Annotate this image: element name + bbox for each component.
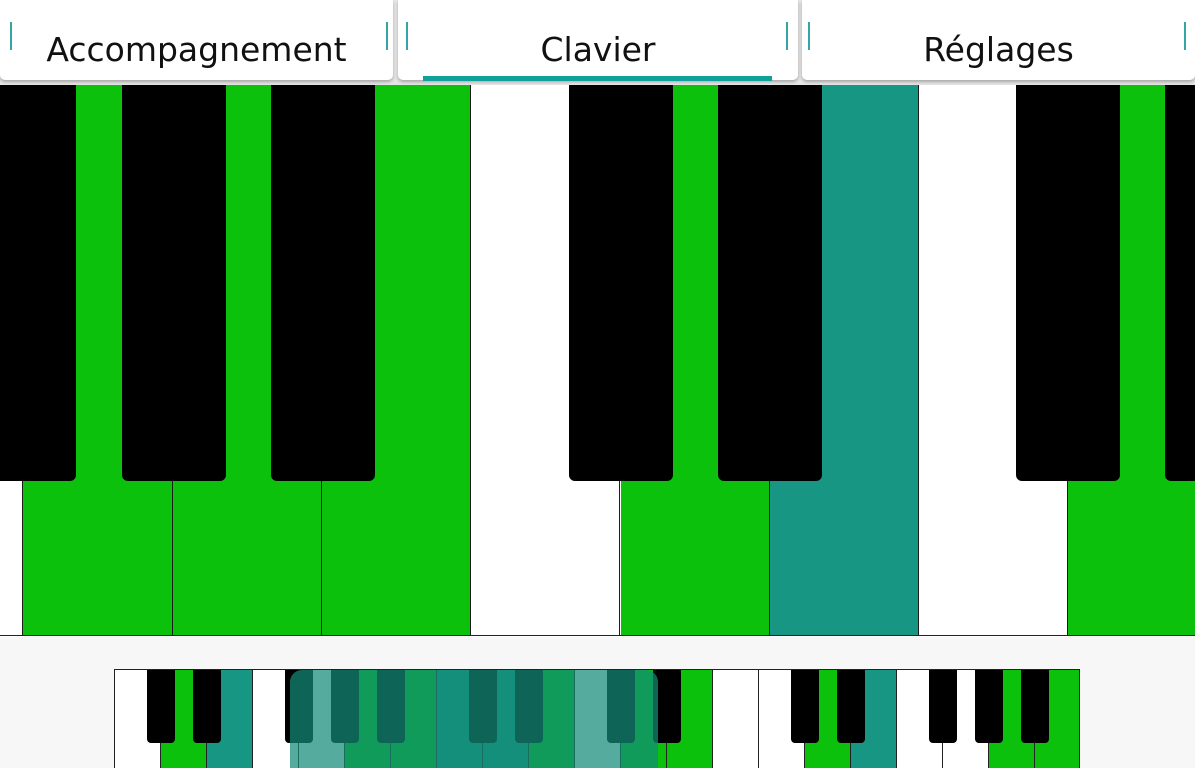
black-key[interactable] [1016,85,1120,481]
overview-black-key [1021,670,1049,743]
tab-clavier[interactable]: Clavier [398,0,798,81]
tab-reglages-label: Réglages [923,30,1074,69]
black-key[interactable] [718,85,822,481]
overview-viewport-handle[interactable] [290,670,658,768]
tab-separator [386,22,388,50]
tab-separator [786,22,788,50]
overview-black-key [147,670,175,743]
overview-black-key [837,670,865,743]
tab-separator [406,22,408,50]
black-key[interactable] [569,85,673,481]
overview-black-key [929,670,957,743]
overview-black-key [791,670,819,743]
black-key[interactable] [271,85,375,481]
tab-selected-indicator [423,76,772,81]
keyboard-overview[interactable] [114,669,1080,768]
keyboard-overview-area [0,637,1195,768]
tab-reglages[interactable]: Réglages [802,0,1195,80]
tab-separator [10,22,12,50]
tab-separator [808,22,810,50]
tab-bar: Accompagnement Clavier Réglages [0,0,1195,85]
piano-keyboard [0,85,1195,636]
tab-accompagnement[interactable]: Accompagnement [0,0,393,80]
black-key[interactable] [122,85,226,481]
tab-accompagnement-label: Accompagnement [46,30,347,69]
tab-separator [1184,22,1186,50]
black-key[interactable] [1165,85,1195,481]
overview-black-key [193,670,221,743]
overview-white-key [713,670,759,768]
black-key[interactable] [0,85,76,481]
tab-clavier-label: Clavier [540,30,656,69]
overview-black-key [975,670,1003,743]
